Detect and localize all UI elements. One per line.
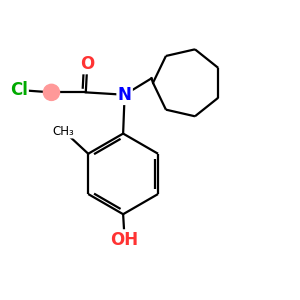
Text: Cl: Cl: [10, 81, 28, 99]
Text: O: O: [80, 55, 94, 73]
Text: N: N: [118, 86, 132, 104]
Text: OH: OH: [111, 231, 139, 249]
Text: CH₃: CH₃: [53, 125, 75, 138]
Circle shape: [44, 84, 59, 101]
